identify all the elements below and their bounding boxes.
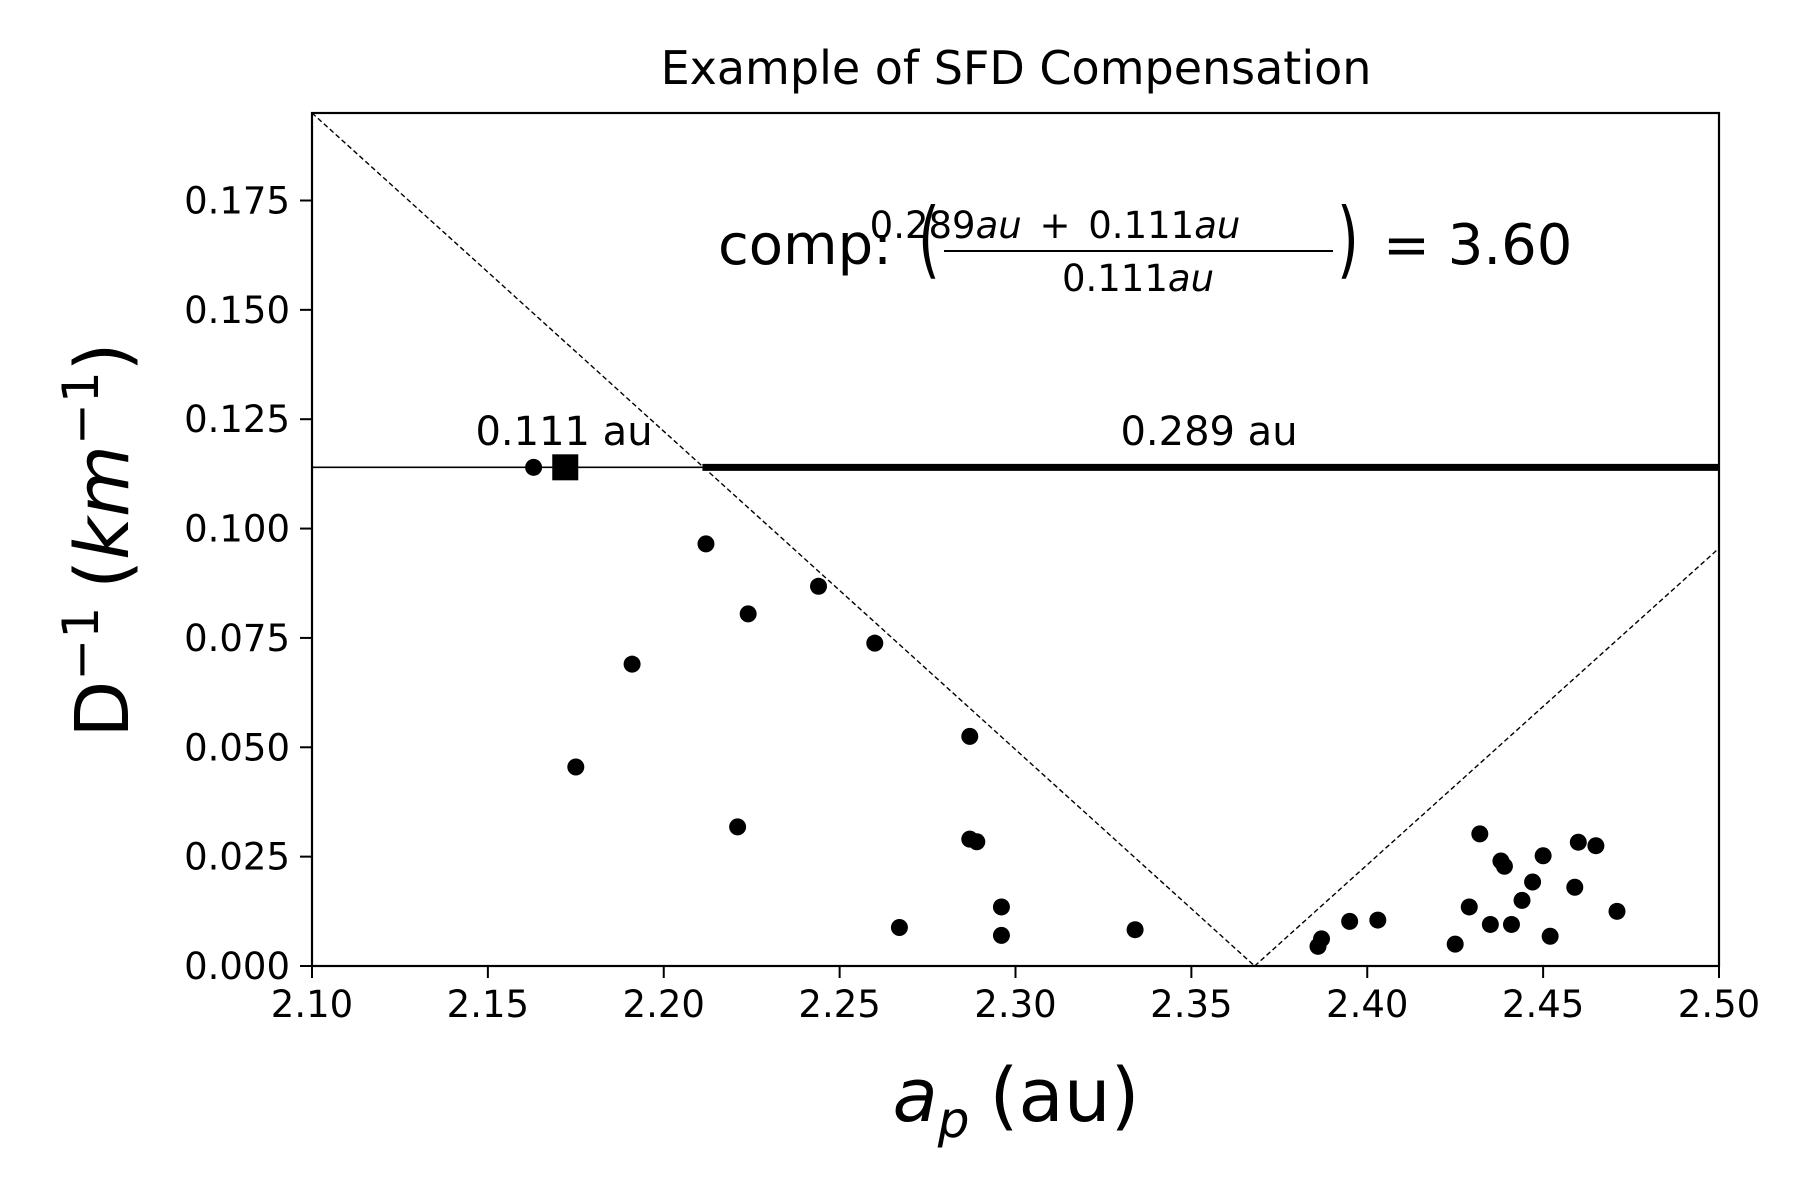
y-tick-label: 0.175: [184, 179, 290, 222]
data-point: [968, 833, 986, 851]
data-point: [729, 818, 747, 836]
y-tick-label: 0.000: [184, 945, 290, 988]
boundary-line-left: [311, 112, 1256, 967]
data-point: [1502, 915, 1520, 933]
data-point: [1587, 837, 1605, 855]
data-point: [1495, 857, 1513, 875]
y-tick-label: 0.025: [184, 836, 290, 879]
data-point: [1569, 833, 1587, 851]
highlight-square-marker: [552, 454, 579, 481]
data-point: [525, 458, 543, 476]
x-tick-label: 2.45: [1502, 983, 1584, 1026]
annotation-close-paren: ): [1337, 190, 1359, 288]
x-tick-label: 2.40: [1326, 983, 1408, 1026]
data-point: [1460, 898, 1478, 916]
data-point: [810, 577, 828, 595]
annotation-numerator: 0.289au + 0.111au: [870, 204, 1241, 247]
chart-title: Example of SFD Compensation: [661, 41, 1372, 95]
data-point: [1126, 921, 1144, 939]
x-tick-label: 2.30: [974, 983, 1056, 1026]
data-point: [1471, 825, 1489, 843]
data-point: [1513, 891, 1531, 909]
x-axis-ticks: 2.10 2.15 2.20 2.25 2.30 2.35 2.40 2.45 2.50: [271, 966, 1760, 1026]
y-tick-label: 0.150: [184, 289, 290, 332]
data-point: [1369, 911, 1387, 929]
x-tick-label: 2.50: [1678, 983, 1760, 1026]
annotation-result: = 3.60: [1383, 213, 1572, 278]
x-tick-label: 2.10: [271, 983, 353, 1026]
boundary-line-right: [1254, 547, 1720, 967]
x-tick-label: 2.15: [447, 983, 529, 1026]
y-tick-label: 0.050: [184, 726, 290, 769]
x-axis-label: ap (au): [892, 1053, 1139, 1149]
data-point: [992, 898, 1010, 916]
data-points: [525, 454, 1626, 955]
data-point: [1608, 902, 1626, 920]
y-tick-label: 0.100: [184, 508, 290, 551]
data-point: [890, 919, 908, 937]
x-tick-label: 2.35: [1150, 983, 1232, 1026]
y-tick-label: 0.075: [184, 617, 290, 660]
data-point: [567, 758, 585, 776]
y-axis-ticks: 0.000 0.025 0.050 0.075 0.100 0.125 0.150 0.175: [184, 179, 312, 988]
annotation-prefix: comp:: [718, 213, 892, 278]
data-point: [1446, 935, 1464, 953]
data-point: [992, 926, 1010, 944]
x-tick-label: 2.25: [798, 983, 880, 1026]
data-point: [1534, 847, 1552, 865]
data-point: [1524, 873, 1542, 891]
thick-segment-label: 0.289 au: [1120, 409, 1297, 455]
reference-lines: [311, 112, 1720, 967]
data-point: [623, 655, 641, 673]
data-point: [961, 727, 979, 745]
annotation-open-paren: (: [918, 190, 940, 288]
y-tick-label: 0.125: [184, 398, 290, 441]
data-point: [697, 535, 715, 553]
annotation-denominator: 0.111au: [1062, 257, 1214, 300]
y-axis-label: D−1(km−1): [52, 342, 146, 737]
data-point: [1566, 878, 1584, 896]
data-point: [1481, 915, 1499, 933]
data-point: [1541, 927, 1559, 945]
x-tick-label: 2.20: [623, 983, 705, 1026]
data-point: [1341, 912, 1359, 930]
thin-segment-label: 0.111 au: [475, 409, 652, 455]
data-point: [739, 605, 757, 623]
compensation-annotation: comp: ( 0.289au + 0.111au 0.111au ) = 3.…: [718, 190, 1572, 300]
data-point: [866, 634, 884, 652]
data-point: [1313, 930, 1331, 948]
